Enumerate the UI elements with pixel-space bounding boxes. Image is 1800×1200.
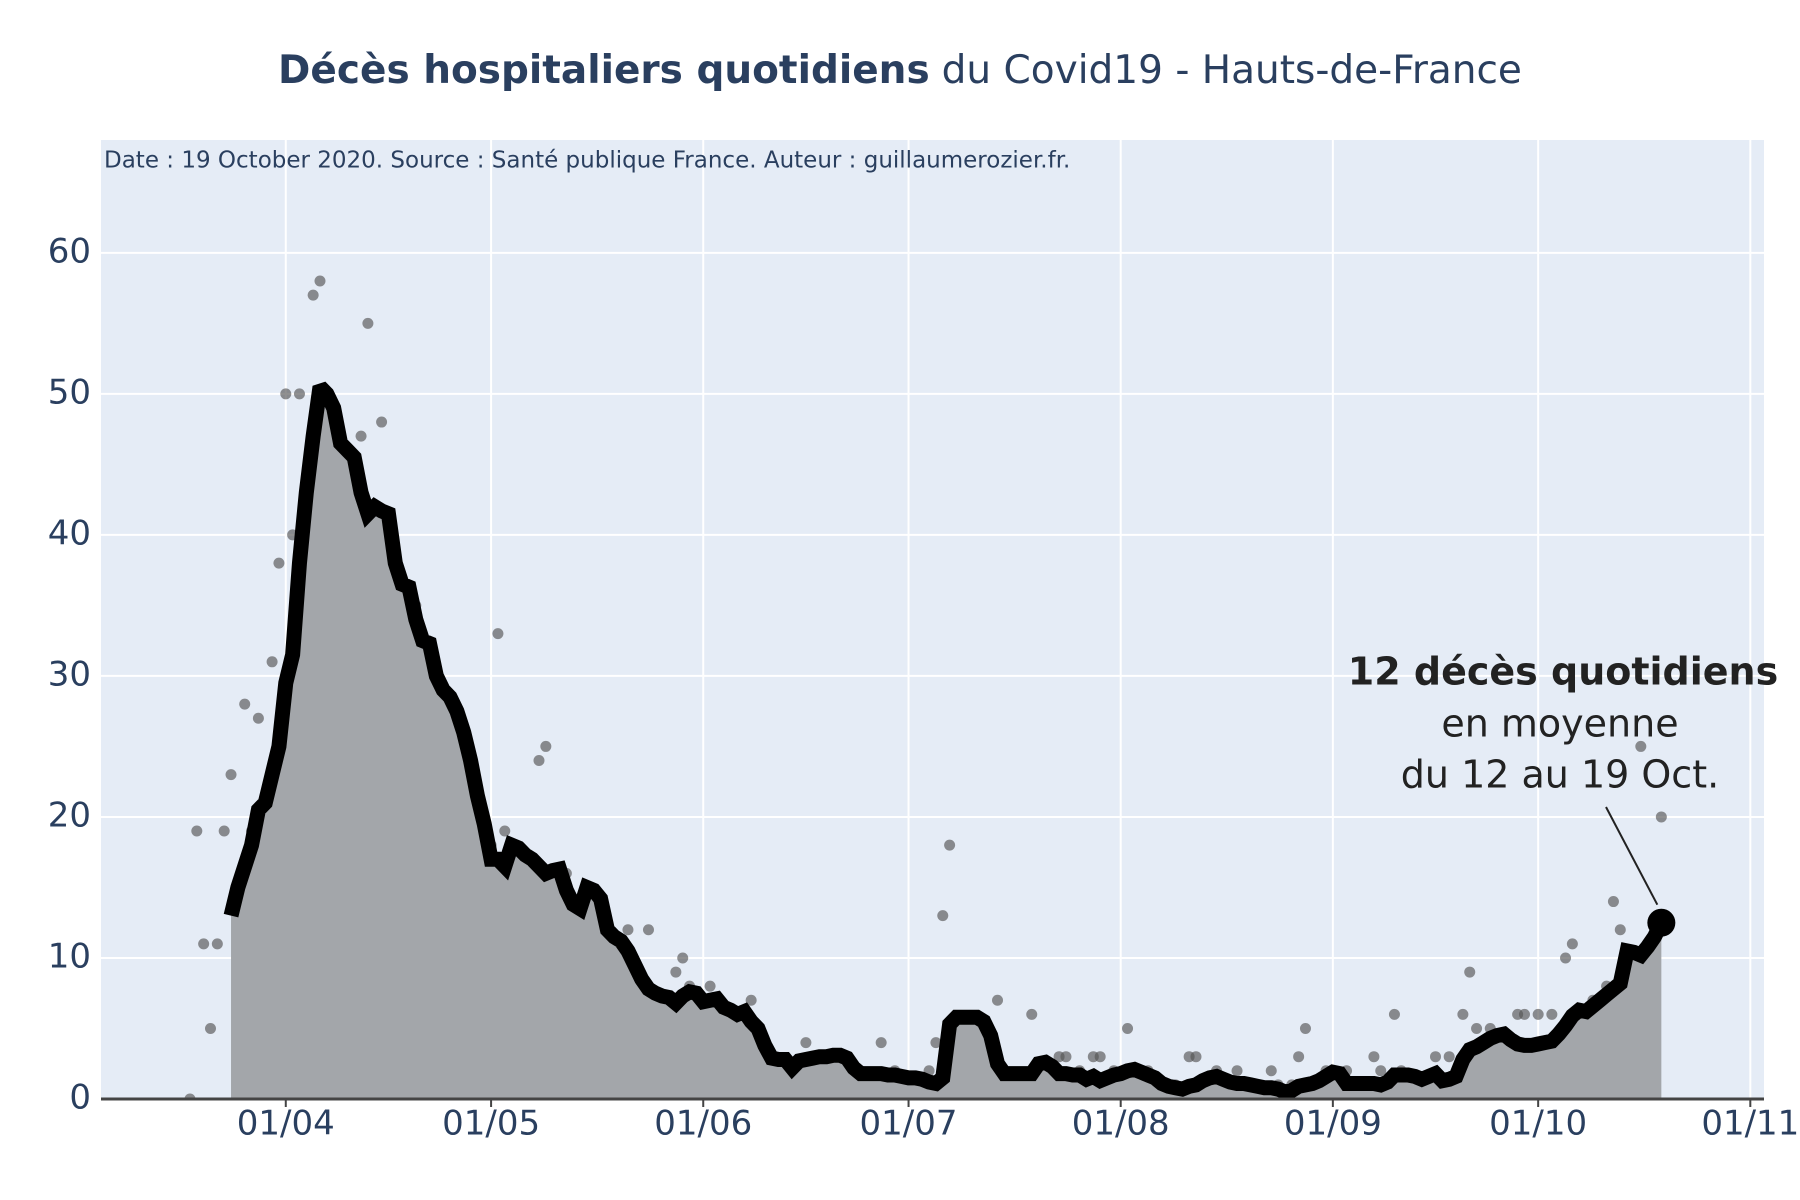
title-rest: du Covid19 - Hauts-de-France [942, 48, 1522, 93]
data-point [670, 966, 682, 978]
data-point [204, 1022, 216, 1034]
data-point [1532, 1008, 1544, 1020]
x-tick-label: 01/06 [654, 1104, 752, 1144]
title-bold: Décès hospitaliers quotidiens [278, 48, 930, 93]
data-point [704, 980, 716, 992]
data-point [1464, 966, 1476, 978]
data-point [1060, 1051, 1072, 1063]
data-point [211, 938, 223, 950]
data-point [499, 825, 511, 837]
data-point [1518, 1008, 1530, 1020]
y-tick-label: 20 [48, 795, 91, 835]
data-point [642, 924, 654, 936]
data-point [252, 712, 264, 724]
data-point [1607, 896, 1619, 908]
data-point [198, 938, 210, 950]
data-point [314, 275, 326, 287]
data-point [1566, 938, 1578, 950]
x-tick-label: 01/10 [1489, 1104, 1587, 1144]
data-point [1457, 1008, 1469, 1020]
y-tick-label: 10 [48, 936, 91, 976]
data-point [1368, 1051, 1380, 1063]
data-point [239, 698, 251, 710]
data-point [355, 430, 367, 442]
annotation-arrow [1605, 806, 1659, 906]
y-tick-label: 30 [48, 654, 91, 694]
data-point [293, 388, 305, 400]
area [231, 386, 1662, 1099]
axes: 0 10 20 30 40 50 60 01/04 01/05 01/06 01/07 01/08 01… [48, 231, 1800, 1143]
data-point [218, 825, 230, 837]
data-point [533, 755, 545, 767]
data-point [540, 740, 552, 752]
data-point [307, 289, 319, 301]
data-point [1231, 1065, 1243, 1077]
data-point [1122, 1022, 1134, 1034]
data-point [362, 317, 374, 329]
x-tick-label: 01/11 [1701, 1104, 1799, 1144]
data-point [1443, 1051, 1455, 1063]
x-tick-label: 01/09 [1284, 1104, 1382, 1144]
data-point [266, 656, 278, 668]
annotation-line: du 12 au 19 Oct. [1401, 753, 1719, 797]
data-point [937, 910, 949, 922]
x-tick-label: 01/05 [442, 1104, 540, 1144]
data-point [875, 1037, 887, 1049]
y-tick-label: 40 [48, 513, 91, 553]
annotation-title: 12 décès quotidiens [1348, 650, 1778, 694]
data-point [677, 952, 689, 964]
data-point [1299, 1022, 1311, 1034]
data-point [191, 825, 203, 837]
data-point [1560, 952, 1572, 964]
data-point [1094, 1051, 1106, 1063]
data-point [1265, 1065, 1277, 1077]
y-tick-label: 60 [48, 231, 91, 271]
data-point [944, 839, 956, 851]
data-point [1430, 1051, 1442, 1063]
data-point [930, 1037, 942, 1049]
data-point [492, 628, 504, 640]
data-point [1635, 740, 1647, 752]
data-point [622, 924, 634, 936]
data-point [1375, 1065, 1387, 1077]
end-point [1647, 908, 1676, 937]
data-point [1190, 1051, 1202, 1063]
subtitle: Date : 19 October 2020. Source : Santé p… [104, 148, 1070, 174]
y-tick-label: 0 [69, 1078, 91, 1118]
annotation-line: en moyenne [1441, 702, 1678, 746]
data-point [1614, 924, 1626, 936]
data-point [1546, 1008, 1558, 1020]
data-point [376, 416, 388, 428]
data-point [1471, 1022, 1483, 1034]
data-point [225, 769, 237, 781]
data-point [1655, 811, 1667, 823]
data-point [1388, 1008, 1400, 1020]
data-point [280, 388, 292, 400]
x-tick-label: 01/04 [237, 1104, 335, 1144]
x-tick-label: 01/08 [1072, 1104, 1170, 1144]
data-point [273, 557, 285, 569]
data-point [1293, 1051, 1305, 1063]
y-tick-label: 50 [48, 372, 91, 412]
data-point [800, 1037, 812, 1049]
line [223, 381, 1669, 1099]
data-point [745, 994, 757, 1006]
data-point [1026, 1008, 1038, 1020]
data-point [992, 994, 1004, 1006]
x-tick-label: 01/07 [860, 1104, 958, 1144]
chart-title: Décès hospitaliers quotidiens du Covid19 … [278, 48, 1522, 93]
